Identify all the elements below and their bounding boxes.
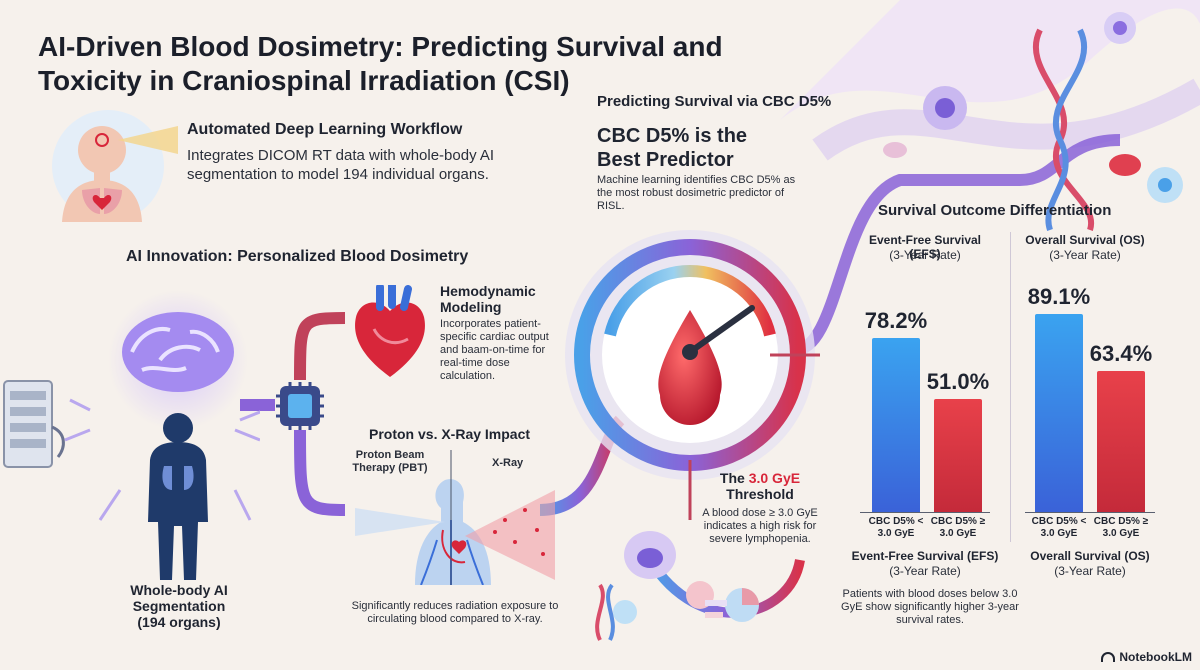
os-title: Overall Survival (OS): [1025, 233, 1145, 247]
outcome-heading: Survival Outcome Differentiation: [878, 202, 1112, 219]
os-rate: (3-Year Rate): [1049, 248, 1121, 262]
proton-heading: Proton vs. X-Ray Impact: [369, 426, 531, 442]
chart-divider: [1010, 232, 1011, 542]
brain-body-illustration: [64, 290, 260, 580]
bar-category-label: CBC D5% ≥ 3.0 GyE: [1093, 516, 1149, 539]
brand-name: NotebookLM: [1119, 650, 1192, 664]
survival-bar: [1097, 371, 1145, 512]
head-scan-illustration: [52, 110, 178, 222]
threshold-value: 3.0 GyE: [748, 470, 801, 486]
efs-baseline: [860, 512, 990, 513]
bar-value-label: 78.2%: [864, 308, 928, 334]
ai-chip-icon: [276, 382, 324, 430]
survival-bar: [872, 338, 920, 512]
bar-value-label: 89.1%: [1027, 284, 1091, 310]
bottom-efs-title: Event-Free Survival (EFS): [851, 549, 999, 563]
efs-rate: (3-Year Rate): [889, 248, 961, 262]
pbt-label: Proton Beam Therapy (PBT): [352, 449, 428, 474]
survival-bar: [1035, 314, 1083, 512]
page-title: AI-Driven Blood Dosimetry: Predicting Su…: [38, 31, 723, 96]
brand-badge: NotebookLM: [1101, 650, 1192, 664]
bar-category-label: CBC D5% ≥ 3.0 GyE: [930, 516, 986, 539]
predicting-heading: Predicting Survival via CBC D5%: [597, 93, 832, 110]
threshold-body: A blood dose ≥ 3.0 GyE indicates a high …: [702, 507, 818, 545]
bar-value-label: 51.0%: [926, 368, 990, 394]
workflow-body: Integrates DICOM RT data with whole-body…: [187, 147, 495, 183]
efs-title: Event-Free Survival (EFS): [868, 233, 982, 261]
outcome-note: Patients with blood doses below 3.0 GyE …: [841, 588, 1019, 626]
predicting-body: Machine learning identifies CBC D5% as t…: [597, 174, 796, 212]
bar-category-label: CBC D5% < 3.0 GyE: [868, 516, 924, 539]
heart-icon: [355, 285, 425, 377]
hemodynamic-body: Incorporates patient-specific cardiac ou…: [440, 318, 549, 382]
xray-label: X-Ray: [492, 457, 524, 469]
bottom-os-title: Overall Survival (OS): [1030, 549, 1150, 563]
innovation-heading: AI Innovation: Personalized Blood Dosime…: [126, 248, 469, 265]
bottom-efs-rate: (3-Year Rate): [889, 564, 961, 578]
os-baseline: [1025, 512, 1155, 513]
proton-xray-illustration: [355, 450, 555, 585]
hemodynamic-heading: Hemodynamic Modeling: [440, 283, 536, 315]
best-predictor-heading: CBC D5% is the Best Predictor: [597, 125, 748, 171]
threshold-heading: The 3.0 GyE Threshold: [705, 470, 815, 502]
survival-bar: [934, 398, 982, 512]
bottom-os-rate: (3-Year Rate): [1054, 564, 1126, 578]
workflow-heading: Automated Deep Learning Workflow: [187, 121, 463, 138]
notebooklm-logo-icon: [1101, 652, 1116, 662]
threshold-suffix: Threshold: [726, 486, 794, 502]
server-icon: [3, 380, 65, 468]
proton-caption: Significantly reduces radiation exposure…: [351, 600, 559, 625]
bar-value-label: 63.4%: [1089, 341, 1153, 367]
threshold-prefix: The: [719, 470, 745, 486]
segmentation-label: Whole-body AI Segmentation (194 organs): [130, 582, 228, 630]
bar-category-label: CBC D5% < 3.0 GyE: [1031, 516, 1087, 539]
